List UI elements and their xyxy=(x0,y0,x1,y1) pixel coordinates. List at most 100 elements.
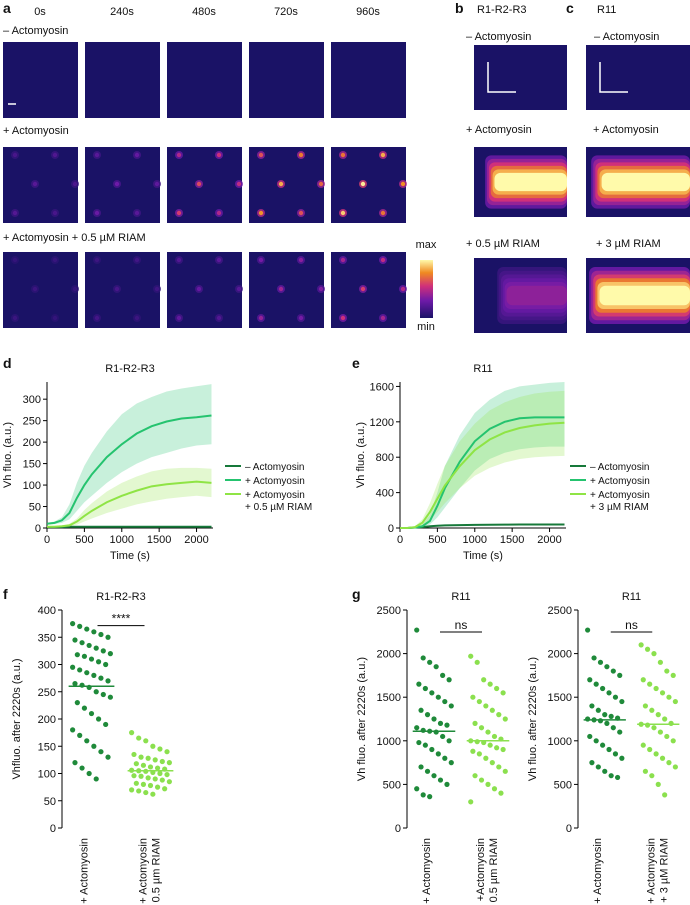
data-point xyxy=(129,787,135,793)
data-point xyxy=(143,738,149,744)
adhesion-spot xyxy=(134,152,140,158)
data-point xyxy=(612,694,619,700)
data-point xyxy=(664,733,670,740)
data-point xyxy=(105,634,111,640)
time-label: 720s xyxy=(274,6,298,18)
y-tick-label: 1000 xyxy=(548,736,572,748)
adhesion-spot xyxy=(380,152,386,158)
adhesion-spot xyxy=(196,181,202,187)
x-axis-label: Time (s) xyxy=(110,550,150,562)
data-point xyxy=(164,771,170,778)
data-point xyxy=(500,690,506,696)
panel-label: d xyxy=(3,355,12,371)
adhesion-spot xyxy=(12,210,18,216)
data-point xyxy=(84,738,90,744)
adhesion-spot xyxy=(298,152,304,158)
x-tick-label: 1000 xyxy=(463,534,487,546)
colorbar-min: min xyxy=(417,321,435,333)
category-label: + Actomyosin+ 3 µM RIAM xyxy=(645,838,670,904)
data-point xyxy=(487,681,493,687)
data-point xyxy=(433,664,439,670)
y-tick-label: 1500 xyxy=(548,692,572,704)
data-point xyxy=(133,780,139,786)
data-point xyxy=(602,768,608,774)
data-point xyxy=(489,760,495,766)
data-point xyxy=(70,664,76,670)
data-point xyxy=(98,675,104,681)
data-point xyxy=(585,716,591,722)
adhesion-spot xyxy=(72,286,78,292)
category-label: + Actomyosin xyxy=(421,838,433,904)
data-point xyxy=(140,781,147,788)
time-label: 240s xyxy=(110,6,134,18)
data-point xyxy=(649,707,655,713)
data-point xyxy=(595,707,601,713)
data-point xyxy=(422,742,428,748)
adhesion-spot xyxy=(340,257,346,263)
y-tick-label: 100 xyxy=(38,769,56,781)
data-point xyxy=(162,786,168,792)
adhesion-spot xyxy=(134,315,140,321)
adhesion-spot xyxy=(94,315,100,321)
data-point xyxy=(604,664,610,670)
data-point xyxy=(414,725,420,731)
data-point xyxy=(131,751,137,758)
data-point xyxy=(95,659,102,665)
data-point xyxy=(154,765,161,771)
data-point xyxy=(483,703,489,709)
adhesion-spot xyxy=(52,210,58,216)
y-tick-label: 800 xyxy=(376,452,394,464)
data-point xyxy=(593,681,599,687)
y-tick-label: 150 xyxy=(23,459,41,471)
data-point xyxy=(593,738,599,744)
data-point xyxy=(472,720,478,726)
data-point xyxy=(129,730,135,736)
data-point xyxy=(105,754,111,760)
y-axis-label: Vhfluo. after 2220s (a.u.) xyxy=(11,658,23,779)
y-tick-label: 1200 xyxy=(370,417,394,429)
adhesion-spot xyxy=(134,257,140,263)
chart-title: R1-R2-R3 xyxy=(105,363,155,375)
data-point xyxy=(448,760,454,766)
data-point xyxy=(157,770,163,777)
data-point xyxy=(502,768,508,774)
data-point xyxy=(491,733,498,740)
significance-label: ns xyxy=(625,618,638,632)
data-point xyxy=(427,659,433,665)
data-point xyxy=(657,659,663,665)
data-point xyxy=(88,710,95,717)
data-point xyxy=(91,743,97,749)
adhesion-spot xyxy=(154,286,160,292)
data-point xyxy=(93,689,99,695)
y-tick-label: 500 xyxy=(554,779,572,791)
time-label: 0s xyxy=(34,6,46,18)
data-point xyxy=(606,746,612,753)
adhesion-spot xyxy=(114,181,120,187)
y-tick-label: 2000 xyxy=(548,649,572,661)
data-point xyxy=(644,722,651,728)
data-point xyxy=(647,681,653,687)
chart-title: R11 xyxy=(473,363,492,375)
data-point xyxy=(72,760,78,766)
data-point xyxy=(644,646,651,652)
data-point xyxy=(468,799,474,805)
legend-label: + Actomyosin + 3 µM RIAM xyxy=(590,490,650,513)
micrograph xyxy=(167,42,242,118)
data-point xyxy=(431,773,437,779)
adhesion-spot xyxy=(278,181,284,187)
data-point xyxy=(150,791,156,797)
x-axis-label: Time (s) xyxy=(463,550,503,562)
data-point xyxy=(608,713,614,719)
x-tick-label: 1000 xyxy=(110,534,134,546)
significance-label: ns xyxy=(455,618,468,632)
data-point xyxy=(642,703,649,709)
adhesion-spot xyxy=(258,210,264,216)
data-point xyxy=(143,789,149,796)
category-label: + Actomyosin xyxy=(79,838,91,904)
panel-label: c xyxy=(566,0,574,16)
data-point xyxy=(98,749,104,755)
data-point xyxy=(86,642,92,649)
legend-label: – Actomyosin xyxy=(590,462,649,473)
condition-label: + Actomyosin + 0.5 µM RIAM xyxy=(3,232,146,244)
data-point xyxy=(640,677,646,683)
